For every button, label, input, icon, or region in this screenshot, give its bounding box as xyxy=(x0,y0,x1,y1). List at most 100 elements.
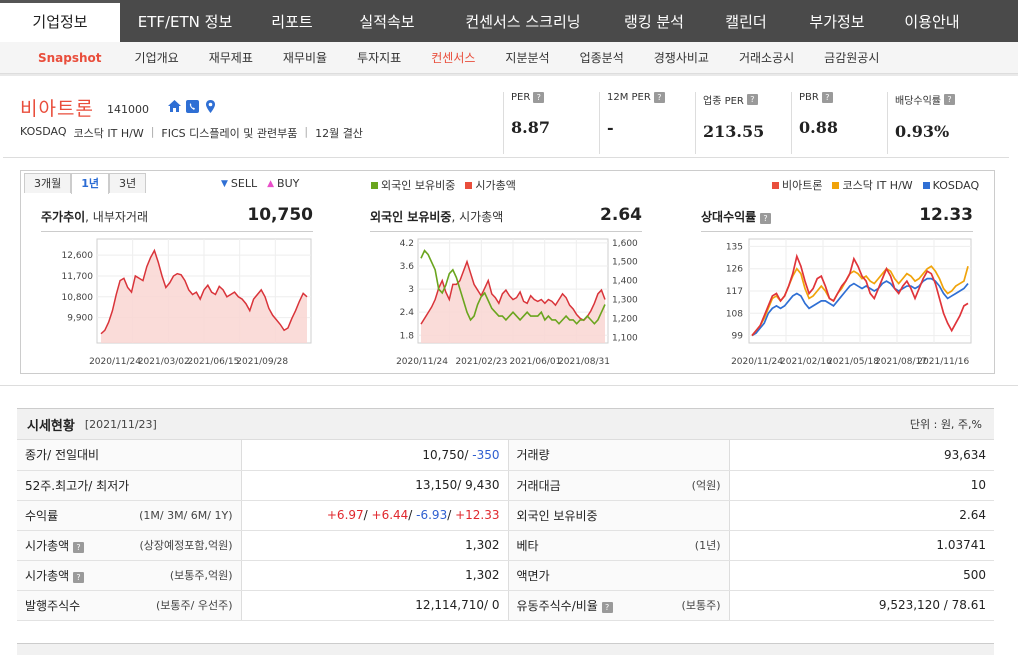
y-tick-label: 108 xyxy=(726,309,743,319)
market-label: KOSDAQ xyxy=(20,125,67,138)
subtab-consensus[interactable]: 컨센서스 xyxy=(431,50,476,65)
x-tick-label: 2021/09/28 xyxy=(236,357,288,367)
market-status-table: 종가/ 전일대비 10,750/ -350 거래량 93,634 52주.최고가… xyxy=(17,440,994,621)
help-icon[interactable]: ? xyxy=(73,571,84,583)
x-tick-label: 2021/03/02 xyxy=(138,357,190,367)
x-tick-label: 2021/08/17 xyxy=(875,357,927,367)
row-label: 액면가 xyxy=(508,560,730,591)
row-label: 발행주식수 (보통주/ 우선주) xyxy=(17,590,242,621)
help-icon[interactable]: ? xyxy=(760,213,772,224)
market-cap-line xyxy=(420,259,606,325)
legend-label: KOSDAQ xyxy=(932,178,980,192)
legend-label: 외국인 보유비중 xyxy=(381,179,456,192)
x-tick-label: 2021/02/23 xyxy=(455,357,507,367)
divider xyxy=(701,231,973,232)
foreign-holding-panel: 외국인 보유비중, 시가총액 2.64 4.2 3.6 3 2.4 1.8 1,600 1,… xyxy=(370,198,642,373)
metric-dividend-yield: 배당수익률? 0.93% xyxy=(887,92,983,154)
metric-label: PBR xyxy=(799,92,819,103)
row-value: 2.64 xyxy=(729,500,994,531)
subtab-investment-indicators[interactable]: 투자지표 xyxy=(357,50,402,65)
y-tick-label-left: 3 xyxy=(408,285,414,295)
tab-etf-etn[interactable]: ETF/ETN 정보 xyxy=(137,13,233,31)
fiscal-month: 12월 결산 xyxy=(315,127,363,140)
foreign-holding-line xyxy=(420,249,606,325)
row-label: 시가총액 ? (보통주,억원) xyxy=(17,560,242,591)
y-tick-label-left: 1.8 xyxy=(400,331,415,341)
tab-usage-guide[interactable]: 이용안내 xyxy=(904,13,960,31)
period-tab-1y[interactable]: 1년 xyxy=(71,173,110,194)
y-tick-label-right: 1,600 xyxy=(612,239,638,249)
legend-label: 비아트론 xyxy=(782,179,823,192)
subtab-snapshot[interactable]: Snapshot xyxy=(38,50,102,65)
home-icon[interactable] xyxy=(167,99,182,114)
top-nav: 기업정보 ETF/ETN 정보 리포트 실적속보 컨센서스 스크리닝 랭킹 분석… xyxy=(0,0,1018,42)
period-tab-3y[interactable]: 3년 xyxy=(109,173,147,193)
help-icon[interactable]: ? xyxy=(944,94,955,105)
subtab-company-overview[interactable]: 기업개요 xyxy=(134,50,179,65)
help-icon[interactable]: ? xyxy=(601,601,613,613)
tab-company-info[interactable]: 기업정보 xyxy=(0,0,120,42)
table-row: 시가총액 ? (상장예정포함,억원) 1,302 베타 (1년) 1.03741 xyxy=(17,530,994,561)
period-tab-3m[interactable]: 3개월 xyxy=(24,173,72,193)
panel-title: 주가추이, 내부자거래 xyxy=(41,210,149,224)
row-label: 거래량 xyxy=(508,440,730,471)
tab-ranking-analysis[interactable]: 랭킹 분석 xyxy=(624,13,684,31)
phone-icon[interactable] xyxy=(185,99,200,114)
row-value: 13,150/ 9,430 xyxy=(241,470,509,501)
help-icon[interactable]: ? xyxy=(821,92,833,103)
row-label: 거래대금 (억원) xyxy=(508,470,730,501)
metric-value: - xyxy=(607,118,614,137)
tab-extra-info[interactable]: 부가정보 xyxy=(809,13,865,31)
tab-calendar[interactable]: 캘린더 xyxy=(725,13,767,31)
table-row: 발행주식수 (보통주/ 우선주) 12,114,710/ 0 유동주식수/비율 ?… xyxy=(17,590,994,621)
subtab-shareholding[interactable]: 지분분석 xyxy=(505,50,550,65)
divider xyxy=(0,74,1018,76)
metric-label: PER xyxy=(511,92,531,103)
legend-label: SELL xyxy=(230,177,258,190)
x-tick-label: 2020/11/24 xyxy=(396,357,448,367)
y-tick-label-right: 1,400 xyxy=(612,277,638,287)
market-sector: 코스닥 IT H/W xyxy=(73,127,144,140)
row-value: 93,634 xyxy=(729,440,994,471)
subtab-peer-comparison[interactable]: 경쟁사비교 xyxy=(653,50,709,65)
row-label: 시가총액 ? (상장예정포함,억원) xyxy=(17,530,242,561)
metric-value: 0.93% xyxy=(895,122,950,141)
help-icon[interactable]: ? xyxy=(533,92,545,103)
foreign-holding-chart: 4.2 3.6 3 2.4 1.8 1,600 1,500 1,400 1,300 1,200 1,… xyxy=(396,238,638,367)
subtab-fss-disclosure[interactable]: 금감원공시 xyxy=(824,50,880,65)
sub-nav: Snapshot 기업개요 재무제표 재무비율 투자지표 컨센서스 지분분석 업… xyxy=(0,42,1018,74)
tab-report[interactable]: 리포트 xyxy=(271,13,313,31)
y-tick-label-right: 1,300 xyxy=(612,296,638,306)
legend-swatch xyxy=(772,181,779,189)
panel-title: 외국인 보유비중, 시가총액 xyxy=(370,210,504,224)
subtab-exchange-disclosure[interactable]: 거래소공시 xyxy=(738,50,795,65)
company-header: 비아트론 141000 KOSDAQ 코스닥 IT H/W | FICS 디스플… xyxy=(3,82,1009,158)
y-tick-label-left: 2.4 xyxy=(400,308,415,318)
row-value: 1.03741 xyxy=(729,530,994,561)
section-date: [2021/11/23] xyxy=(84,417,157,431)
row-label: 종가/ 전일대비 xyxy=(17,440,242,471)
help-icon[interactable]: ? xyxy=(746,94,758,105)
legend-label: BUY xyxy=(277,177,300,190)
legend-foreign: 외국인 보유비중 시가총액 xyxy=(371,177,516,193)
x-tick-label: 2021/08/31 xyxy=(558,357,610,367)
subtab-financial-ratios[interactable]: 재무비율 xyxy=(282,50,328,65)
location-icon[interactable] xyxy=(203,99,218,114)
help-icon[interactable]: ? xyxy=(653,92,665,103)
subtab-financial-statements[interactable]: 재무제표 xyxy=(208,50,253,65)
help-icon[interactable]: ? xyxy=(73,541,84,553)
sell-triangle-icon: ▼ xyxy=(221,178,228,189)
table-row: 수익률 (1M/ 3M/ 6M/ 1Y) +6.97/ +6.44/ -6.93/… xyxy=(17,500,994,531)
row-value: +6.97/ +6.44/ -6.93/ +12.33 xyxy=(241,500,509,531)
metric-label: 업종 PER xyxy=(703,96,744,107)
tab-earnings-flash[interactable]: 실적속보 xyxy=(359,13,415,31)
price-area xyxy=(101,250,307,343)
y-tick-label: 126 xyxy=(726,265,743,275)
subtab-sector-analysis[interactable]: 업종분석 xyxy=(579,50,624,65)
tab-consensus-screening[interactable]: 컨센서스 스크리닝 xyxy=(465,13,581,31)
x-tick-label: 2021/06/01 xyxy=(509,357,561,367)
table-row: 시가총액 ? (보통주,억원) 1,302 액면가 500 xyxy=(17,560,994,591)
row-value: 9,523,120 / 78.61 xyxy=(729,590,994,621)
legend-sell-buy: ▼ SELL ▲ BUY xyxy=(221,177,299,190)
relative-return-chart: 135126117108992020/11/242021/02/162021/0… xyxy=(726,238,972,367)
